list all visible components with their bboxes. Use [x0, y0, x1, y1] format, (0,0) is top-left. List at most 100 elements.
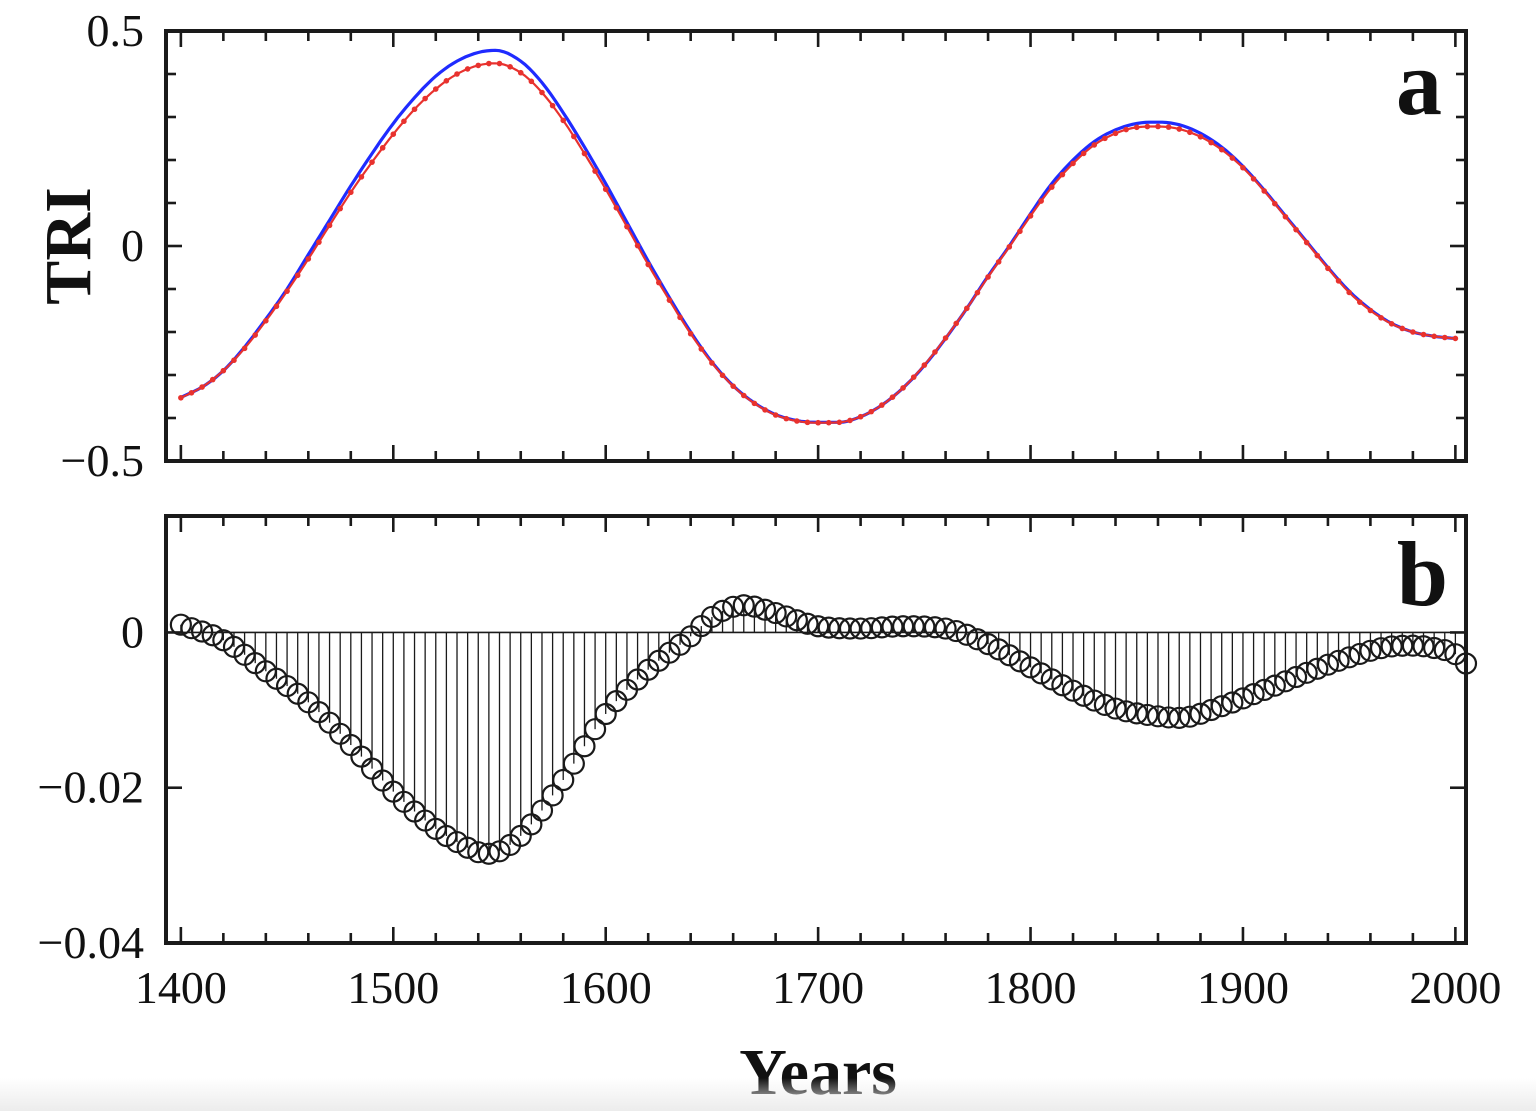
stem-marker	[1061, 679, 1085, 702]
series-dotted-point	[1261, 188, 1268, 194]
series-dotted-point	[199, 384, 205, 390]
stem-marker	[541, 784, 564, 807]
stem-marker	[169, 613, 192, 636]
stem-marker	[732, 594, 755, 617]
stem-marker	[1423, 636, 1446, 660]
stem-marker	[1401, 634, 1424, 657]
stem-marker	[860, 617, 883, 640]
series-dotted-point	[730, 383, 736, 389]
series-dotted-point	[539, 89, 545, 96]
stem-marker	[1391, 634, 1414, 657]
series-dotted-point	[1303, 239, 1310, 246]
series-dotted-point	[486, 60, 492, 67]
series-dotted-point	[560, 117, 567, 124]
series-dotted-point	[1378, 314, 1384, 321]
stem-marker	[1199, 698, 1223, 722]
series-dotted-point	[847, 417, 853, 424]
series-dotted-point	[1070, 160, 1076, 167]
stem-marker	[1316, 653, 1340, 676]
series-dotted-point	[220, 367, 227, 374]
stem-marker	[828, 617, 851, 640]
x-tick-label: 1500	[347, 962, 439, 1013]
stem-marker	[1295, 661, 1318, 684]
series-dotted-point	[1452, 335, 1459, 342]
series-dotted-point	[1388, 321, 1395, 327]
stem-marker	[913, 615, 936, 638]
series-dotted-point	[677, 314, 683, 321]
panel-b-ticks	[166, 516, 1466, 945]
stem-marker	[743, 595, 766, 618]
series-dotted-point	[464, 66, 471, 72]
series-dotted-point	[751, 400, 758, 407]
stem-marker	[467, 841, 490, 864]
series-dotted-point	[804, 419, 811, 426]
series-dotted-point	[1356, 299, 1363, 305]
stem-marker	[1072, 684, 1095, 707]
series-dotted-point	[762, 407, 768, 413]
series-dotted-point	[241, 345, 248, 352]
series-dotted-point	[549, 102, 556, 109]
stem-marker	[562, 752, 585, 775]
y-tick-label: 0	[121, 220, 144, 271]
series-dotted-point	[411, 106, 418, 113]
series-dotted-point	[1091, 142, 1098, 148]
series-dotted-point	[1410, 329, 1416, 335]
panel-a: 0.5 0 −0.5 a TRI	[32, 5, 1468, 486]
series-dotted-point	[294, 272, 301, 279]
stem-marker	[1093, 693, 1116, 717]
series-dotted-point	[889, 394, 896, 400]
series-dotted-point	[1197, 133, 1204, 140]
stem-marker	[520, 813, 543, 836]
panel-b-x-tick-labels: 1400 1500 1600 1700 1800 1900 2000	[135, 962, 1502, 1013]
series-dotted-point	[1080, 150, 1087, 157]
stem-marker	[191, 620, 214, 643]
series-dotted-point	[698, 346, 705, 352]
stem-marker	[807, 615, 830, 638]
series-dotted-point	[687, 330, 694, 337]
stem-marker	[1433, 638, 1456, 662]
panel-a-y-axis-label: TRI	[32, 187, 105, 304]
panel-a-y-tick-labels: 0.5 0 −0.5	[61, 5, 144, 486]
stem-marker	[552, 768, 575, 792]
series-dotted-point	[390, 131, 397, 137]
series-dotted-point	[953, 320, 959, 327]
series-dotted-point	[1441, 334, 1448, 341]
y-tick-label: 0	[121, 606, 144, 657]
series-dotted-point	[1133, 124, 1140, 131]
series-dotted-point	[868, 408, 875, 415]
x-tick-label: 1700	[772, 962, 864, 1013]
stem-marker	[1040, 668, 1063, 691]
series-dotted-point	[1229, 155, 1236, 161]
series-dotted-point	[1399, 325, 1406, 332]
series-dotted-point	[358, 174, 365, 180]
stem-marker	[1157, 706, 1180, 729]
stem-marker	[753, 598, 777, 621]
stem-marker	[700, 605, 724, 629]
stem-marker	[1380, 635, 1403, 658]
panel-a-letter: a	[1396, 32, 1442, 134]
series-dotted-point	[879, 402, 885, 408]
series-dotted-point	[1208, 139, 1214, 146]
panel-b-data	[166, 594, 1478, 865]
stem-marker	[1168, 706, 1191, 729]
series-dotted-point	[1325, 265, 1331, 272]
series-dotted-point	[921, 362, 928, 368]
stem-marker	[212, 629, 235, 652]
series-dotted-point	[656, 279, 662, 286]
series-dotted-point	[475, 62, 482, 69]
series-dotted-point	[496, 60, 503, 67]
series-dotted-point	[369, 159, 375, 165]
series-dotted-point	[1027, 213, 1034, 219]
x-tick-label: 2000	[1409, 962, 1501, 1013]
y-tick-label: −0.5	[61, 435, 144, 486]
series-dotted-point	[1346, 289, 1352, 296]
series-solid-line	[180, 48, 1456, 424]
stem-marker	[1008, 650, 1032, 673]
panel-b: 0 −0.02 −0.04 1400 1500 1600 1700 1800 1900 2000…	[38, 514, 1502, 1109]
series-dotted-point	[1282, 213, 1289, 220]
stem-marker	[1030, 662, 1053, 685]
series-dotted-point	[1293, 226, 1299, 233]
series-dotted-point	[592, 168, 598, 174]
series-dotted-point	[528, 78, 535, 85]
